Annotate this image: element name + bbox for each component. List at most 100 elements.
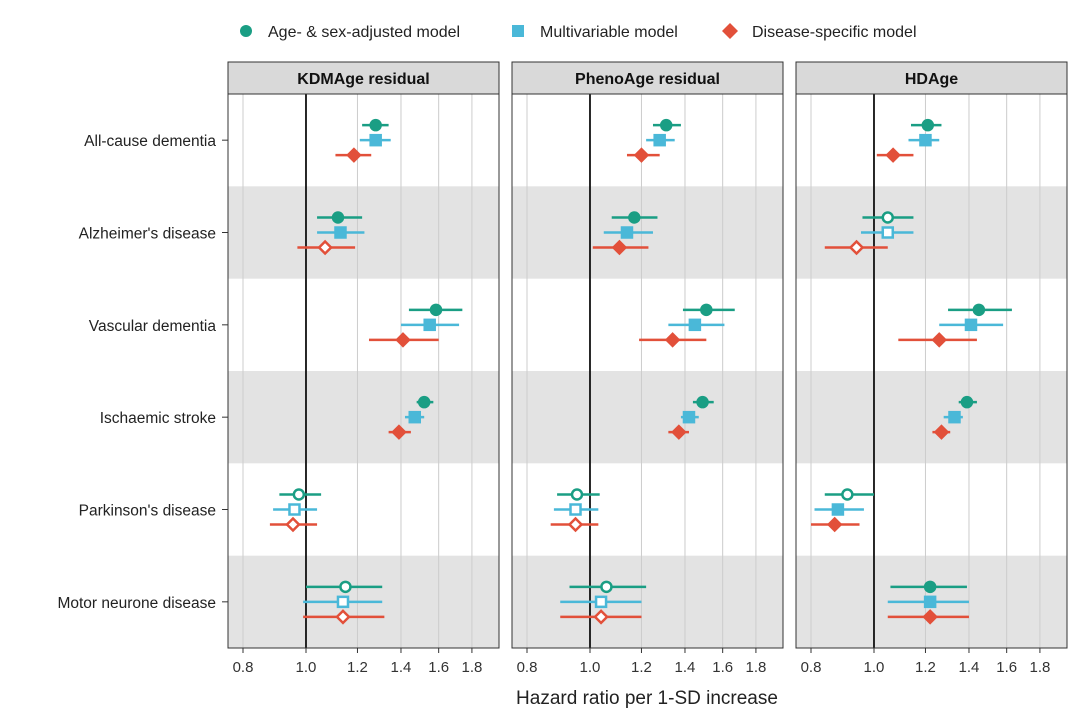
- panel-border: [795, 93, 1068, 649]
- point-estimate: [620, 226, 634, 239]
- point-estimate: [659, 118, 673, 132]
- point-estimate: [336, 595, 350, 609]
- panel-border: [227, 93, 500, 649]
- point-estimate: [346, 147, 362, 163]
- x-tick-label: 1.0: [580, 659, 601, 676]
- point-estimate: [826, 516, 843, 533]
- point-estimate: [931, 332, 948, 348]
- panel: HDAge 0.8 1.0 1.2 1.4 1.6 1.8: [795, 61, 1068, 676]
- point-estimate: [964, 318, 978, 332]
- row-band: [796, 186, 1067, 279]
- x-tick-label: 1.2: [347, 659, 368, 676]
- point-estimate: [972, 303, 986, 317]
- point-estimate: [653, 133, 666, 147]
- point-estimate: [881, 211, 895, 224]
- point-estimate: [569, 503, 582, 516]
- panel-title: PhenoAge residual: [575, 71, 720, 88]
- panel-strip: [795, 61, 1068, 95]
- legend-label: Disease-specific model: [752, 24, 917, 41]
- point-estimate: [417, 395, 431, 409]
- point-estimate: [369, 118, 382, 132]
- x-tick-label: 1.8: [1029, 659, 1050, 676]
- x-tick-label: 1.4: [675, 659, 696, 676]
- x-tick-label: 1.8: [461, 659, 482, 676]
- row-label: Ischaemic stroke: [100, 410, 216, 427]
- point-estimate: [331, 211, 345, 224]
- row-labels: All-cause dementia Alzheimer's disease Vas…: [57, 133, 228, 612]
- row-label: Vascular dementia: [89, 318, 217, 335]
- point-estimate: [831, 503, 845, 516]
- legend-label: Multivariable model: [540, 24, 678, 41]
- x-tick-label: 1.6: [996, 659, 1017, 676]
- point-estimate: [335, 609, 351, 625]
- point-estimate: [922, 609, 938, 625]
- point-estimate: [664, 332, 681, 348]
- point-estimate: [611, 239, 628, 256]
- x-tick-label: 1.4: [959, 659, 980, 676]
- legend-circle-icon: [240, 25, 252, 37]
- point-estimate: [633, 147, 650, 163]
- x-tick-label: 1.4: [391, 659, 412, 676]
- point-estimate: [628, 211, 641, 224]
- point-estimate: [567, 516, 584, 533]
- row-band: [796, 371, 1067, 464]
- point-estimate: [408, 410, 421, 424]
- x-tick-label: 0.8: [233, 659, 254, 676]
- panel-border: [511, 93, 784, 649]
- x-tick-label: 1.6: [712, 659, 733, 676]
- point-estimate: [594, 595, 608, 609]
- point-estimate: [921, 118, 935, 132]
- point-estimate: [600, 580, 613, 594]
- point-estimate: [593, 609, 609, 625]
- point-estimate: [334, 226, 347, 239]
- point-estimate: [391, 424, 407, 440]
- legend-label: Age- & sex-adjusted model: [268, 24, 460, 41]
- point-estimate: [339, 580, 352, 594]
- panel-title: KDMAge residual: [297, 71, 429, 88]
- panel: KDMAge residual 0.8 1.0 1.2 1.4 1.6 1.8: [227, 61, 500, 676]
- point-estimate: [369, 133, 382, 147]
- panel: PhenoAge residual 0.8 1.0 1.2 1.4 1.6 1.8: [511, 61, 784, 676]
- point-estimate: [933, 424, 950, 440]
- x-tick-label: 0.8: [801, 659, 822, 676]
- point-estimate: [923, 595, 937, 609]
- legend-diamond-icon: [722, 23, 738, 39]
- point-estimate: [700, 303, 713, 317]
- row-label: Motor neurone disease: [57, 595, 216, 612]
- point-estimate: [570, 488, 584, 501]
- x-axis-title: Hazard ratio per 1-SD increase: [516, 688, 778, 709]
- x-tick-label: 1.2: [915, 659, 936, 676]
- point-estimate: [429, 303, 443, 317]
- row-band: [228, 371, 499, 464]
- point-estimate: [688, 318, 702, 332]
- point-estimate: [923, 580, 937, 594]
- row-label: Parkinson's disease: [79, 503, 216, 520]
- row-band: [512, 555, 783, 648]
- point-estimate: [848, 239, 865, 256]
- point-estimate: [881, 226, 895, 239]
- x-tick-label: 1.2: [631, 659, 652, 676]
- panel-strip: [511, 61, 784, 95]
- row-band: [512, 371, 783, 464]
- point-estimate: [885, 147, 901, 163]
- panel-title: HDAge: [905, 71, 958, 88]
- x-tick-label: 0.8: [517, 659, 538, 676]
- x-tick-label: 1.8: [745, 659, 766, 676]
- point-estimate: [288, 503, 301, 516]
- point-estimate: [395, 332, 411, 348]
- point-estimate: [292, 488, 306, 501]
- point-estimate: [960, 395, 974, 409]
- point-estimate: [696, 395, 709, 409]
- point-estimate: [285, 516, 301, 533]
- x-tick-label: 1.6: [428, 659, 449, 676]
- row-label: All-cause dementia: [84, 133, 216, 150]
- point-estimate: [317, 239, 333, 256]
- row-label: Alzheimer's disease: [79, 226, 216, 243]
- point-estimate: [423, 318, 436, 332]
- legend: Age- & sex-adjusted model Multivariable m…: [240, 23, 917, 41]
- x-tick-label: 1.0: [864, 659, 885, 676]
- legend-square-icon: [512, 25, 524, 37]
- point-estimate: [919, 133, 932, 147]
